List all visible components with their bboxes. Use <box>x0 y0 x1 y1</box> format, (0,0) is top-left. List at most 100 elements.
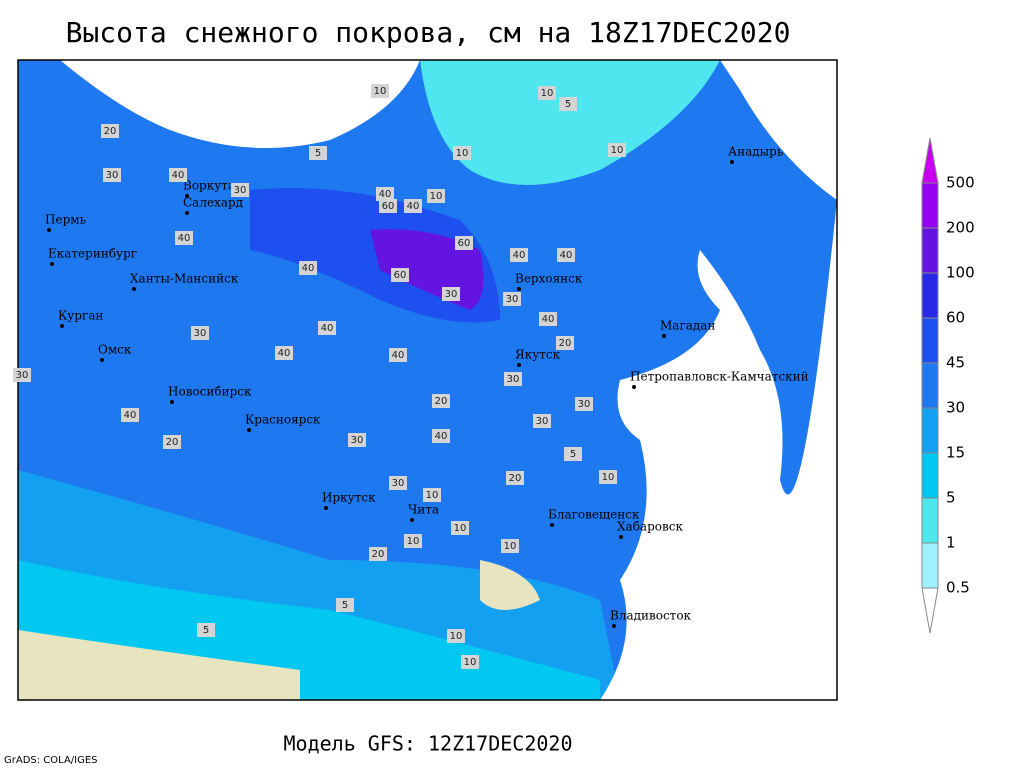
contour-label-box <box>404 534 422 548</box>
contour-label-box <box>371 84 389 98</box>
legend-swatch <box>921 587 939 634</box>
legend-swatch <box>921 407 939 454</box>
contour-label-box <box>379 199 397 213</box>
legend-label: 15 <box>946 444 965 462</box>
legend-label: 200 <box>946 219 975 237</box>
contour-label: 40 <box>542 314 555 325</box>
city-label: Омск <box>98 343 132 357</box>
city-dot <box>632 385 636 389</box>
contour-label-box <box>556 336 574 350</box>
city-dot <box>132 287 136 291</box>
title: Высота снежного покрова, см на 18Z17DEC2… <box>66 16 791 49</box>
sea-ice <box>420 60 720 185</box>
contour-label: 30 <box>578 399 591 410</box>
contour-label-box <box>503 292 521 306</box>
contour-label-box <box>453 146 471 160</box>
contour-label: 40 <box>435 431 448 442</box>
contour-label: 30 <box>506 294 519 305</box>
ocean <box>60 60 420 148</box>
contour-label: 20 <box>166 437 179 448</box>
contour-label: 40 <box>124 410 137 421</box>
contour-label-box <box>101 124 119 138</box>
contour-label-box <box>427 189 445 203</box>
contour-label-box <box>461 655 479 669</box>
city-dot <box>730 160 734 164</box>
city-dot <box>550 523 554 527</box>
city-dot <box>247 428 251 432</box>
contour-label: 40 <box>302 263 315 274</box>
contour-label: 40 <box>278 348 291 359</box>
contour-label-box <box>559 97 577 111</box>
legend-label: 5 <box>946 489 956 507</box>
contour-label: 30 <box>106 170 119 181</box>
legend-label: 1 <box>946 534 956 552</box>
city-dot <box>50 262 54 266</box>
contour-label-box <box>389 348 407 362</box>
footer: Модель GFS: 12Z17DEC2020 <box>284 732 573 756</box>
legend-swatch <box>921 362 939 409</box>
ocean <box>600 200 837 700</box>
contour-label-box <box>231 183 249 197</box>
city-label: Благовещенск <box>548 508 640 522</box>
contour-label-box <box>533 414 551 428</box>
contour-label-box <box>510 248 528 262</box>
contour-label: 40 <box>379 189 392 200</box>
contour-label-box <box>175 231 193 245</box>
contour-label: 30 <box>234 185 247 196</box>
contour-label: 10 <box>430 191 443 202</box>
contour-label: 30 <box>351 435 364 446</box>
contour-label: 10 <box>602 472 615 483</box>
city-label: Красноярск <box>245 413 321 427</box>
contour-label-box <box>564 447 582 461</box>
contour-label: 10 <box>464 657 477 668</box>
contour-label: 5 <box>565 99 571 110</box>
city-label: Иркутск <box>322 491 376 505</box>
contour-label: 40 <box>407 201 420 212</box>
city-dot <box>60 324 64 328</box>
contour-label-box <box>432 429 450 443</box>
contour-label-box <box>318 321 336 335</box>
city-dot <box>517 287 521 291</box>
city-dot <box>410 518 414 522</box>
contour-label: 30 <box>507 374 520 385</box>
contour-label: 60 <box>382 201 395 212</box>
contour-label: 20 <box>559 338 572 349</box>
contour-label: 60 <box>458 238 471 249</box>
legend-swatch <box>921 497 939 544</box>
contour-label-box <box>348 433 366 447</box>
contour-label: 10 <box>504 541 517 552</box>
city-dot <box>100 358 104 362</box>
contour-label: 5 <box>203 625 209 636</box>
city-label: Якутск <box>515 348 561 362</box>
contour-label-box <box>369 547 387 561</box>
contour-label-box <box>608 143 626 157</box>
contour-label: 20 <box>372 549 385 560</box>
contour-label: 10 <box>611 145 624 156</box>
city-dot <box>170 400 174 404</box>
contour-label-box <box>432 394 450 408</box>
contour-label-box <box>557 248 575 262</box>
contour-label: 60 <box>394 270 407 281</box>
contour-label: 30 <box>16 370 29 381</box>
contour-label-box <box>103 168 121 182</box>
legend-label: 0.5 <box>946 579 970 597</box>
city-label: Магадан <box>660 319 715 333</box>
contour-label-box <box>539 312 557 326</box>
contour-label: 5 <box>342 600 348 611</box>
legend-label: 100 <box>946 264 975 282</box>
credit: GrADS: COLA/IGES <box>4 755 98 766</box>
contour-label-box <box>538 86 556 100</box>
city-label: Пермь <box>45 213 87 227</box>
contour-label: 40 <box>392 350 405 361</box>
city-label: Салехард <box>183 196 243 210</box>
contour-label: 10 <box>454 523 467 534</box>
legend-swatch <box>921 227 939 274</box>
contour-label-box <box>404 199 422 213</box>
contour-label: 5 <box>315 148 321 159</box>
city-label: Владивосток <box>610 609 692 623</box>
contour-label-box <box>121 408 139 422</box>
contour-label-box <box>504 372 522 386</box>
contour-label-box <box>275 346 293 360</box>
city-label: Новосибирск <box>168 385 252 399</box>
